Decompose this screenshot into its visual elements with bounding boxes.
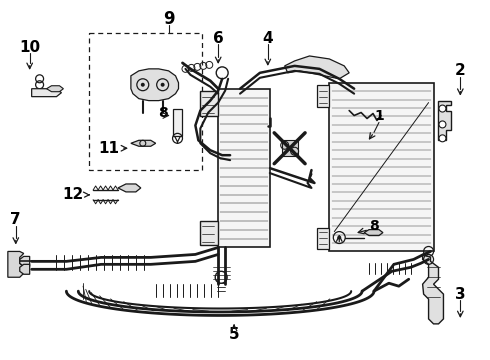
Circle shape xyxy=(439,135,446,142)
Bar xyxy=(89,33,202,170)
Circle shape xyxy=(439,121,446,128)
Bar xyxy=(218,89,270,247)
Text: 4: 4 xyxy=(263,31,273,46)
Circle shape xyxy=(439,105,446,112)
Text: 5: 5 xyxy=(229,327,240,342)
Text: 9: 9 xyxy=(163,10,174,28)
Polygon shape xyxy=(20,264,30,274)
Polygon shape xyxy=(118,184,141,192)
Polygon shape xyxy=(285,56,349,79)
Polygon shape xyxy=(364,230,383,235)
Text: 3: 3 xyxy=(455,287,466,302)
Polygon shape xyxy=(32,89,61,96)
Bar xyxy=(329,83,434,251)
Polygon shape xyxy=(20,256,30,266)
Bar xyxy=(318,85,329,107)
Text: 2: 2 xyxy=(455,63,466,78)
Polygon shape xyxy=(422,255,443,324)
Bar xyxy=(200,91,218,116)
Circle shape xyxy=(141,83,145,87)
Text: 12: 12 xyxy=(63,188,84,202)
Circle shape xyxy=(161,83,165,87)
Bar xyxy=(318,228,329,249)
Text: 8: 8 xyxy=(158,105,168,120)
Text: 1: 1 xyxy=(374,109,384,123)
Text: 7: 7 xyxy=(10,212,21,227)
Bar xyxy=(172,109,182,136)
Text: 10: 10 xyxy=(19,40,40,54)
Polygon shape xyxy=(131,69,178,100)
Polygon shape xyxy=(8,251,24,277)
Polygon shape xyxy=(131,140,156,146)
Polygon shape xyxy=(47,86,63,92)
Text: 11: 11 xyxy=(98,141,120,156)
Text: 6: 6 xyxy=(213,31,223,46)
Bar xyxy=(200,221,218,246)
Text: 8: 8 xyxy=(369,219,379,233)
Polygon shape xyxy=(439,100,451,140)
Bar xyxy=(282,140,297,156)
Circle shape xyxy=(337,235,341,239)
